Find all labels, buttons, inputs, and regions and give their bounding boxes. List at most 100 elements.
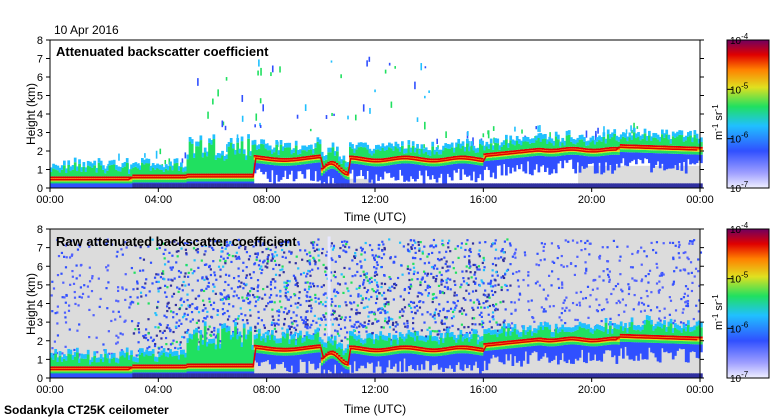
backscatter-cell [121, 181, 125, 185]
backscatter-cell [580, 149, 584, 151]
noise-pixel [342, 291, 345, 295]
noise-pixel [212, 283, 215, 286]
backscatter-cell [485, 160, 489, 167]
noise-pixel [296, 281, 299, 285]
noise-pixel [254, 300, 258, 303]
backscatter-cell [511, 144, 515, 151]
noise-pixel [146, 339, 150, 342]
backscatter-cell [424, 159, 428, 162]
noise-pixel [339, 317, 342, 321]
backscatter-cell [225, 159, 229, 174]
noise-pixel [485, 300, 488, 303]
backscatter-cell [71, 165, 75, 170]
noise-pixel [202, 289, 206, 293]
backscatter-cell [680, 149, 684, 152]
noise-pixel [315, 248, 319, 251]
backscatter-cell [357, 158, 361, 160]
noise-pixel [70, 254, 73, 257]
noise-pixel [185, 263, 188, 267]
noise-pixel [474, 289, 478, 292]
noise-pixel [556, 256, 559, 260]
backscatter-cell [56, 165, 60, 171]
surface-cell [416, 183, 419, 188]
backscatter-cell [232, 176, 235, 179]
noise-pixel [469, 247, 472, 251]
backscatter-cell [622, 132, 625, 137]
noise-pixel [346, 331, 349, 334]
noise-pixel [188, 305, 191, 309]
backscatter-cell [227, 173, 231, 176]
noise-pixel [563, 309, 567, 312]
noise-pixel [107, 264, 110, 267]
noise-pixel [494, 284, 497, 287]
backscatter-cell [242, 149, 246, 154]
backscatter-cell [680, 154, 684, 171]
backscatter-cell [641, 152, 645, 164]
noise-pixel [422, 301, 425, 304]
backscatter-cell [541, 148, 545, 150]
backscatter-cell [671, 150, 675, 154]
surface-cell [693, 183, 697, 188]
noise-pixel [74, 302, 77, 306]
backscatter-cell [180, 162, 183, 168]
surface-cell [615, 183, 619, 188]
backscatter-cell [466, 163, 469, 177]
noise-pixel [145, 328, 148, 331]
backscatter-cell [214, 178, 218, 182]
backscatter-cell [403, 158, 406, 161]
noise-pixel [649, 309, 653, 312]
noise-pixel [309, 274, 312, 277]
backscatter-cell [697, 143, 701, 147]
noise-pixel [159, 276, 163, 279]
noise-pixel [224, 273, 228, 276]
echo-speck [468, 140, 470, 149]
backscatter-cell [307, 158, 311, 161]
backscatter-cell [700, 137, 703, 143]
noise-pixel [217, 265, 221, 268]
backscatter-cell [515, 157, 519, 166]
surface-cell [225, 183, 229, 188]
noise-pixel [237, 315, 240, 318]
noise-pixel [678, 256, 681, 259]
backscatter-cell [266, 158, 270, 160]
backscatter-cell [693, 148, 697, 150]
noise-pixel [441, 279, 445, 283]
noise-pixel [608, 270, 611, 273]
noise-pixel [117, 300, 120, 303]
noise-pixel [635, 279, 638, 282]
backscatter-cell [281, 163, 285, 166]
backscatter-cell [78, 179, 81, 182]
backscatter-cell [340, 175, 344, 188]
backscatter-cell [104, 178, 107, 180]
backscatter-cell [431, 141, 435, 147]
noise-pixel [487, 294, 490, 297]
noise-pixel [266, 266, 269, 269]
backscatter-cell [112, 178, 116, 180]
backscatter-cell [299, 161, 302, 165]
surface-cell [340, 183, 344, 188]
noise-pixel [524, 254, 527, 257]
backscatter-cell [459, 148, 463, 156]
backscatter-cell [297, 157, 300, 159]
backscatter-cell [554, 131, 558, 137]
noise-pixel [105, 242, 108, 245]
noise-pixel [201, 244, 204, 248]
noise-pixel [561, 286, 564, 289]
noise-pixel [562, 265, 565, 268]
backscatter-cell [78, 358, 81, 364]
noise-pixel [481, 261, 484, 265]
noise-pixel [154, 342, 157, 346]
backscatter-cell [102, 371, 105, 375]
noise-pixel [684, 301, 687, 304]
backscatter-cell [511, 155, 515, 159]
backscatter-cell [184, 174, 188, 177]
noise-pixel [173, 240, 176, 243]
noise-pixel [326, 267, 329, 270]
backscatter-cell [247, 176, 250, 179]
backscatter-cell [628, 149, 632, 153]
backscatter-cell [635, 147, 638, 150]
backscatter-cell [160, 179, 164, 183]
surface-cell [95, 183, 99, 188]
backscatter-cell [656, 134, 660, 140]
backscatter-cell [500, 151, 504, 154]
